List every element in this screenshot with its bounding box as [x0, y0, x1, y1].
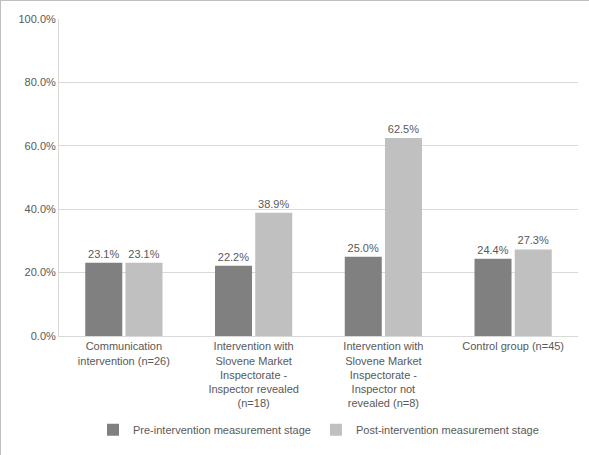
svg-text:62.5%: 62.5% — [388, 123, 419, 135]
svg-text:100.0%: 100.0% — [18, 13, 56, 25]
svg-text:22.2%: 22.2% — [218, 251, 249, 263]
svg-text:Communicationintervention (n=2: Communicationintervention (n=26) — [78, 340, 170, 366]
svg-text:Pre-intervention measurement s: Pre-intervention measurement stage — [133, 424, 311, 436]
svg-text:20.0%: 20.0% — [25, 266, 56, 278]
svg-text:23.1%: 23.1% — [128, 248, 159, 260]
svg-text:27.3%: 27.3% — [518, 234, 549, 246]
svg-text:23.1%: 23.1% — [88, 248, 119, 260]
svg-text:38.9%: 38.9% — [258, 198, 289, 210]
svg-text:40.0%: 40.0% — [25, 203, 56, 215]
svg-text:60.0%: 60.0% — [25, 140, 56, 152]
svg-text:Post-intervention measurement: Post-intervention measurement stage — [356, 424, 539, 436]
svg-text:24.4%: 24.4% — [477, 244, 508, 256]
svg-text:0.0%: 0.0% — [31, 330, 56, 342]
svg-text:Control group (n=45): Control group (n=45) — [462, 340, 564, 352]
svg-text:Intervention withSlovene Marke: Intervention withSlovene MarketInspector… — [208, 340, 299, 409]
svg-text:Intervention withSlovene Marke: Intervention withSlovene MarketInspector… — [343, 340, 423, 409]
svg-text:25.0%: 25.0% — [348, 242, 379, 254]
svg-text:80.0%: 80.0% — [25, 76, 56, 88]
